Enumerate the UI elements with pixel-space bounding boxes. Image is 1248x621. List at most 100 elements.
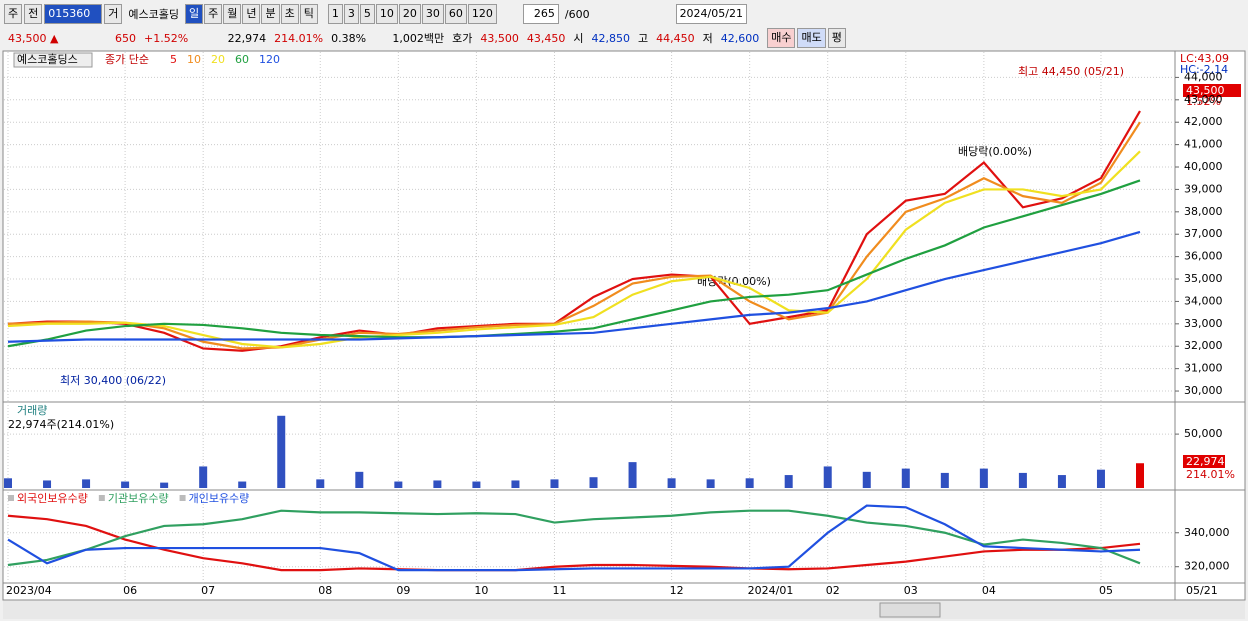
last-box xyxy=(1183,84,1241,97)
y-tick-label: 34,000 xyxy=(1184,294,1223,307)
interval-button[interactable]: 30 xyxy=(421,4,444,24)
last-date: 05/21 xyxy=(1186,584,1218,597)
volume-bar xyxy=(316,479,325,488)
series-line xyxy=(7,110,1141,352)
nav-buttons[interactable] xyxy=(879,602,941,618)
series-line xyxy=(7,504,1141,572)
volume-bar xyxy=(277,415,286,488)
x-tick-label: 03 xyxy=(904,584,918,597)
change-rate: +1.52% xyxy=(144,31,189,45)
interval-button[interactable]: 10 xyxy=(375,4,398,24)
volume-bar xyxy=(355,471,364,488)
volume-bar xyxy=(1136,463,1144,488)
count[interactable]: 265 xyxy=(522,4,559,24)
hc-label: HC:-2,14 xyxy=(1180,63,1228,76)
volume-bar xyxy=(979,468,988,488)
volume-bar xyxy=(433,480,442,488)
volume-last-box xyxy=(1183,455,1225,468)
interval-button[interactable]: 1 xyxy=(327,4,343,24)
bid: 43,450 xyxy=(526,31,566,45)
buy-button[interactable]: 매수 xyxy=(767,28,796,48)
volume-bar xyxy=(394,481,403,488)
prev[interactable]: 전 xyxy=(24,4,43,24)
volume-bar xyxy=(628,462,637,488)
volume-bar xyxy=(862,471,871,488)
legend-marker xyxy=(98,495,105,501)
x-tick-label: 2023/04 xyxy=(6,584,52,597)
series-line xyxy=(7,230,1141,343)
y-tick-label: 44,000 xyxy=(1184,70,1223,83)
legend-item: 120 xyxy=(259,53,280,66)
x-tick-label: 05 xyxy=(1099,584,1113,597)
period-button[interactable]: 주 xyxy=(204,4,223,24)
chart: 예스코홀딩스 종가 단순 최고 44,450 (05/21) 최저 30,400… xyxy=(2,50,1246,619)
low: 42,600 xyxy=(720,31,760,45)
legend-item: 20 xyxy=(211,53,225,66)
open: 42,850 xyxy=(591,31,630,45)
high-annotation: 최고 44,450 (05/21) xyxy=(1018,65,1124,78)
period-button[interactable]: 년 xyxy=(242,4,261,24)
y-tick-label: 50,000 xyxy=(1184,427,1223,440)
x-tick-label: 08 xyxy=(318,584,332,597)
interval-button[interactable]: 20 xyxy=(398,4,421,24)
volume-bar xyxy=(43,480,52,488)
low-annotation: 최저 30,400 (06/22) xyxy=(60,374,166,387)
volume-value: 22,974주(214.01%) xyxy=(8,418,114,431)
stock-name: 예스코홀딩 xyxy=(128,8,179,21)
avg-button[interactable]: 평 xyxy=(827,28,846,48)
interval-button[interactable]: 120 xyxy=(467,4,497,24)
y-tick-label: 42,000 xyxy=(1184,115,1223,128)
legend-item: 외국인보유수량 xyxy=(17,492,88,505)
volume-bar xyxy=(784,475,793,488)
y-tick-label: 39,000 xyxy=(1184,182,1223,195)
x-tick-label: 11 xyxy=(552,584,566,597)
volume-bar xyxy=(901,468,910,488)
x-tick-label: 04 xyxy=(982,584,996,597)
period-button[interactable]: 일 xyxy=(184,4,204,24)
legend-marker xyxy=(179,495,186,501)
period-button[interactable]: 초 xyxy=(280,4,299,24)
chart-title: 예스코홀딩스 xyxy=(17,53,78,66)
code[interactable]: 015360 xyxy=(44,4,103,24)
volume-bar xyxy=(823,466,832,488)
high: 44,450 xyxy=(656,31,695,45)
market[interactable]: 주 xyxy=(4,4,23,24)
max: /600 xyxy=(564,7,590,21)
high-label: 고 xyxy=(637,32,649,45)
date[interactable]: 2024/05/21 xyxy=(675,4,747,24)
y-tick-label: 43,000 xyxy=(1184,93,1223,106)
interval-button[interactable]: 3 xyxy=(343,4,359,24)
dividend-annotation: 배당락(0.00%) xyxy=(958,145,1032,158)
series-line xyxy=(7,509,1141,567)
type[interactable]: 거 xyxy=(104,4,123,24)
period-button[interactable]: 틱 xyxy=(299,4,318,24)
period-button[interactable]: 월 xyxy=(223,4,242,24)
volume-bar xyxy=(589,477,598,488)
low-label: 저 xyxy=(702,32,713,45)
y-tick-label: 36,000 xyxy=(1184,250,1223,263)
title-box xyxy=(13,52,93,68)
interval-button[interactable]: 5 xyxy=(359,4,375,24)
volume-bar xyxy=(511,480,520,488)
scrollbar[interactable] xyxy=(3,601,1245,619)
sell-button[interactable]: 매도 xyxy=(797,28,826,48)
volume-bar xyxy=(1057,475,1066,488)
volume-bar xyxy=(940,472,949,488)
series-line xyxy=(7,150,1141,349)
volume-bar xyxy=(199,466,208,488)
legend-item: 60 xyxy=(235,53,249,66)
interval-button[interactable]: 60 xyxy=(444,4,467,24)
ask: 43,500 xyxy=(480,31,519,45)
period-button[interactable]: 분 xyxy=(261,4,280,24)
legend-title: 종가 단순 xyxy=(105,53,149,66)
legend-item: 기관보유수량 xyxy=(108,492,169,505)
series-line xyxy=(7,179,1141,348)
y-tick-label: 38,000 xyxy=(1184,205,1223,218)
volume-bar xyxy=(667,478,676,488)
x-tick-label: 09 xyxy=(396,584,410,597)
change-label: 1.52% xyxy=(1186,95,1221,108)
y-tick-label: 340,000 xyxy=(1184,526,1230,539)
